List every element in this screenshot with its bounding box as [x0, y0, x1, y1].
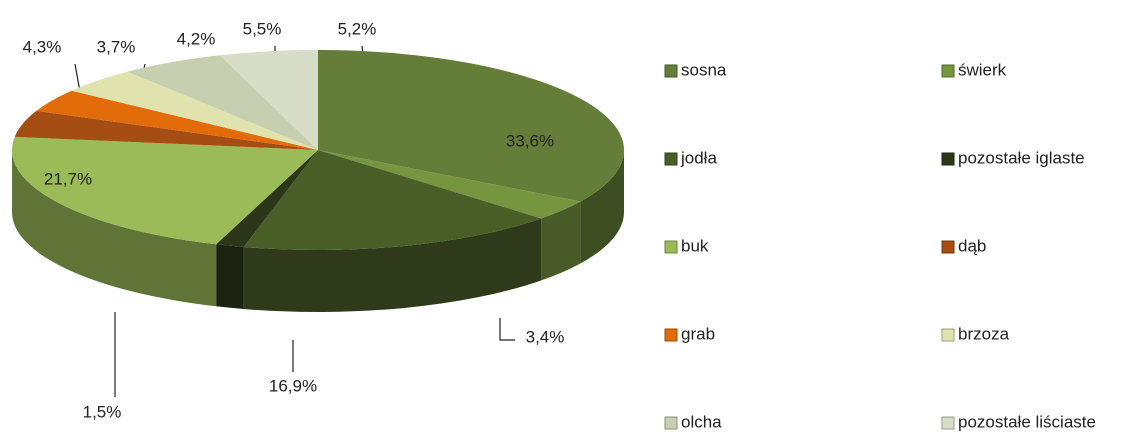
legend-swatch — [664, 240, 678, 254]
data-label: 4,3% — [23, 37, 62, 56]
legend-swatch — [941, 328, 955, 342]
legend-swatch — [664, 328, 678, 342]
legend-label: buk — [681, 236, 709, 255]
legend-swatch — [664, 64, 678, 78]
data-label: 16,9% — [269, 376, 317, 395]
legend-label: sosna — [681, 60, 727, 79]
data-label: 21,7% — [44, 169, 92, 188]
legend-label: świerk — [958, 60, 1007, 79]
legend-swatch — [941, 152, 955, 166]
data-label: 1,5% — [83, 402, 122, 421]
pie-slice-side — [216, 244, 244, 310]
pie-slice — [36, 90, 318, 150]
pie-slice — [243, 150, 542, 251]
legend-label: jodła — [680, 148, 717, 167]
pie-slice — [11, 136, 319, 245]
pie-tops — [11, 50, 624, 251]
legend-swatch — [941, 64, 955, 78]
legend-swatch — [941, 416, 955, 430]
pie-slice — [71, 71, 318, 150]
pie-slice — [216, 150, 318, 248]
leader-line — [74, 63, 81, 93]
pie-slice — [14, 110, 319, 150]
data-label: 4,2% — [177, 29, 216, 48]
legend-swatch — [664, 152, 678, 166]
pie-slice — [318, 150, 581, 219]
pie-slice-side — [580, 150, 624, 264]
leader-line — [499, 318, 515, 341]
data-label: 33,6% — [506, 131, 554, 150]
legend-label: pozostałe liściaste — [958, 412, 1096, 431]
legend-label: olcha — [681, 412, 722, 431]
pie-slice — [127, 55, 318, 150]
pie-slice-side — [243, 218, 542, 312]
pie-slice-side — [541, 201, 581, 281]
legend-label: dąb — [958, 236, 986, 255]
legend-label: brzoza — [958, 324, 1010, 343]
legend-swatch — [941, 240, 955, 254]
data-label: 3,4% — [526, 327, 565, 346]
data-label: 3,7% — [97, 37, 136, 56]
pie-slice — [318, 50, 624, 202]
data-label: 5,5% — [243, 19, 282, 38]
pie-slice-side — [12, 150, 217, 307]
legend-swatch — [664, 416, 678, 430]
pie-sides — [12, 150, 624, 312]
pie-slice — [219, 50, 318, 150]
legend-label: pozostałe iglaste — [958, 148, 1085, 167]
data-label: 5,2% — [338, 19, 377, 38]
legend-label: grab — [681, 324, 715, 343]
